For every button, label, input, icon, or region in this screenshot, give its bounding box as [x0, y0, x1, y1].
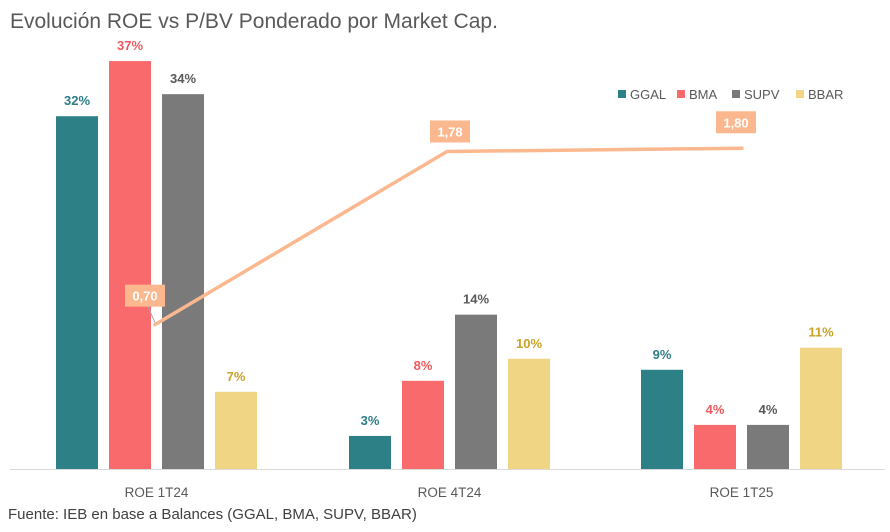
x-tick-label-2: ROE 1T25 — [710, 485, 774, 500]
bar-label-ggal-0: 32% — [64, 93, 90, 108]
bar-bbar-1 — [508, 358, 550, 469]
chart-source: Fuente: IEB en base a Balances (GGAL, BM… — [8, 506, 417, 523]
bar-supv-0 — [162, 94, 204, 470]
x-axis-ticks: ROE 1T24 ROE 4T24 ROE 1T25 — [125, 485, 774, 500]
pbv-label-box-0 — [125, 284, 165, 307]
bar-bbar-0 — [215, 391, 257, 469]
legend-label-ggal: GGAL — [630, 87, 666, 102]
bar-label-supv-0: 34% — [170, 71, 196, 86]
legend-label-supv: SUPV — [744, 87, 780, 102]
x-tick-label-1: ROE 4T24 — [418, 485, 482, 500]
chart-title: Evolución ROE vs P/BV Ponderado por Mark… — [10, 10, 498, 33]
bar-label-supv-1: 14% — [463, 292, 489, 307]
pbv-label-2: 1,80 — [723, 115, 748, 130]
bar-label-bma-1: 8% — [414, 358, 433, 373]
bar-label-bbar-0: 7% — [227, 369, 246, 384]
bar-label-ggal-1: 3% — [361, 413, 380, 428]
bar-label-bbar-2: 11% — [808, 325, 834, 340]
legend-swatch-supv — [732, 90, 740, 98]
bar-supv-2 — [747, 424, 789, 469]
legend-swatch-bma — [677, 90, 685, 98]
pbv-line-layer: 0,70 1,78 1,80 — [125, 111, 756, 327]
bars-layer: 32% 3% 9% 37% 8% 4% 34% 14% 4% 7% 10% 11% — [56, 38, 842, 470]
bar-label-bma-0: 37% — [117, 38, 143, 53]
bar-ggal-2 — [641, 369, 683, 469]
legend-swatch-bbar — [796, 90, 804, 98]
legend-label-bbar: BBAR — [808, 87, 843, 102]
bar-ggal-1 — [349, 435, 391, 469]
pbv-label-box-1 — [430, 120, 470, 143]
pbv-label-box-2 — [716, 111, 756, 134]
legend: GGAL BMA SUPV BBAR — [618, 87, 843, 102]
bar-bbar-2 — [800, 347, 842, 469]
bar-label-bbar-1: 10% — [516, 336, 542, 351]
bar-bma-0 — [109, 61, 151, 469]
bar-bma-2 — [694, 424, 736, 469]
bar-label-supv-2: 4% — [759, 402, 778, 417]
legend-swatch-ggal — [618, 90, 626, 98]
pbv-label-0: 0,70 — [132, 289, 157, 304]
bar-ggal-0 — [56, 116, 98, 469]
legend-label-bma: BMA — [689, 87, 718, 102]
bar-bma-1 — [402, 380, 444, 469]
pbv-label-1: 1,78 — [437, 124, 462, 139]
bar-supv-1 — [455, 314, 497, 469]
x-tick-label-0: ROE 1T24 — [125, 485, 189, 500]
pbv-leader-line-0 — [147, 306, 156, 323]
bar-label-ggal-2: 9% — [653, 347, 672, 362]
bar-label-bma-2: 4% — [706, 402, 725, 417]
pbv-line — [153, 146, 744, 327]
